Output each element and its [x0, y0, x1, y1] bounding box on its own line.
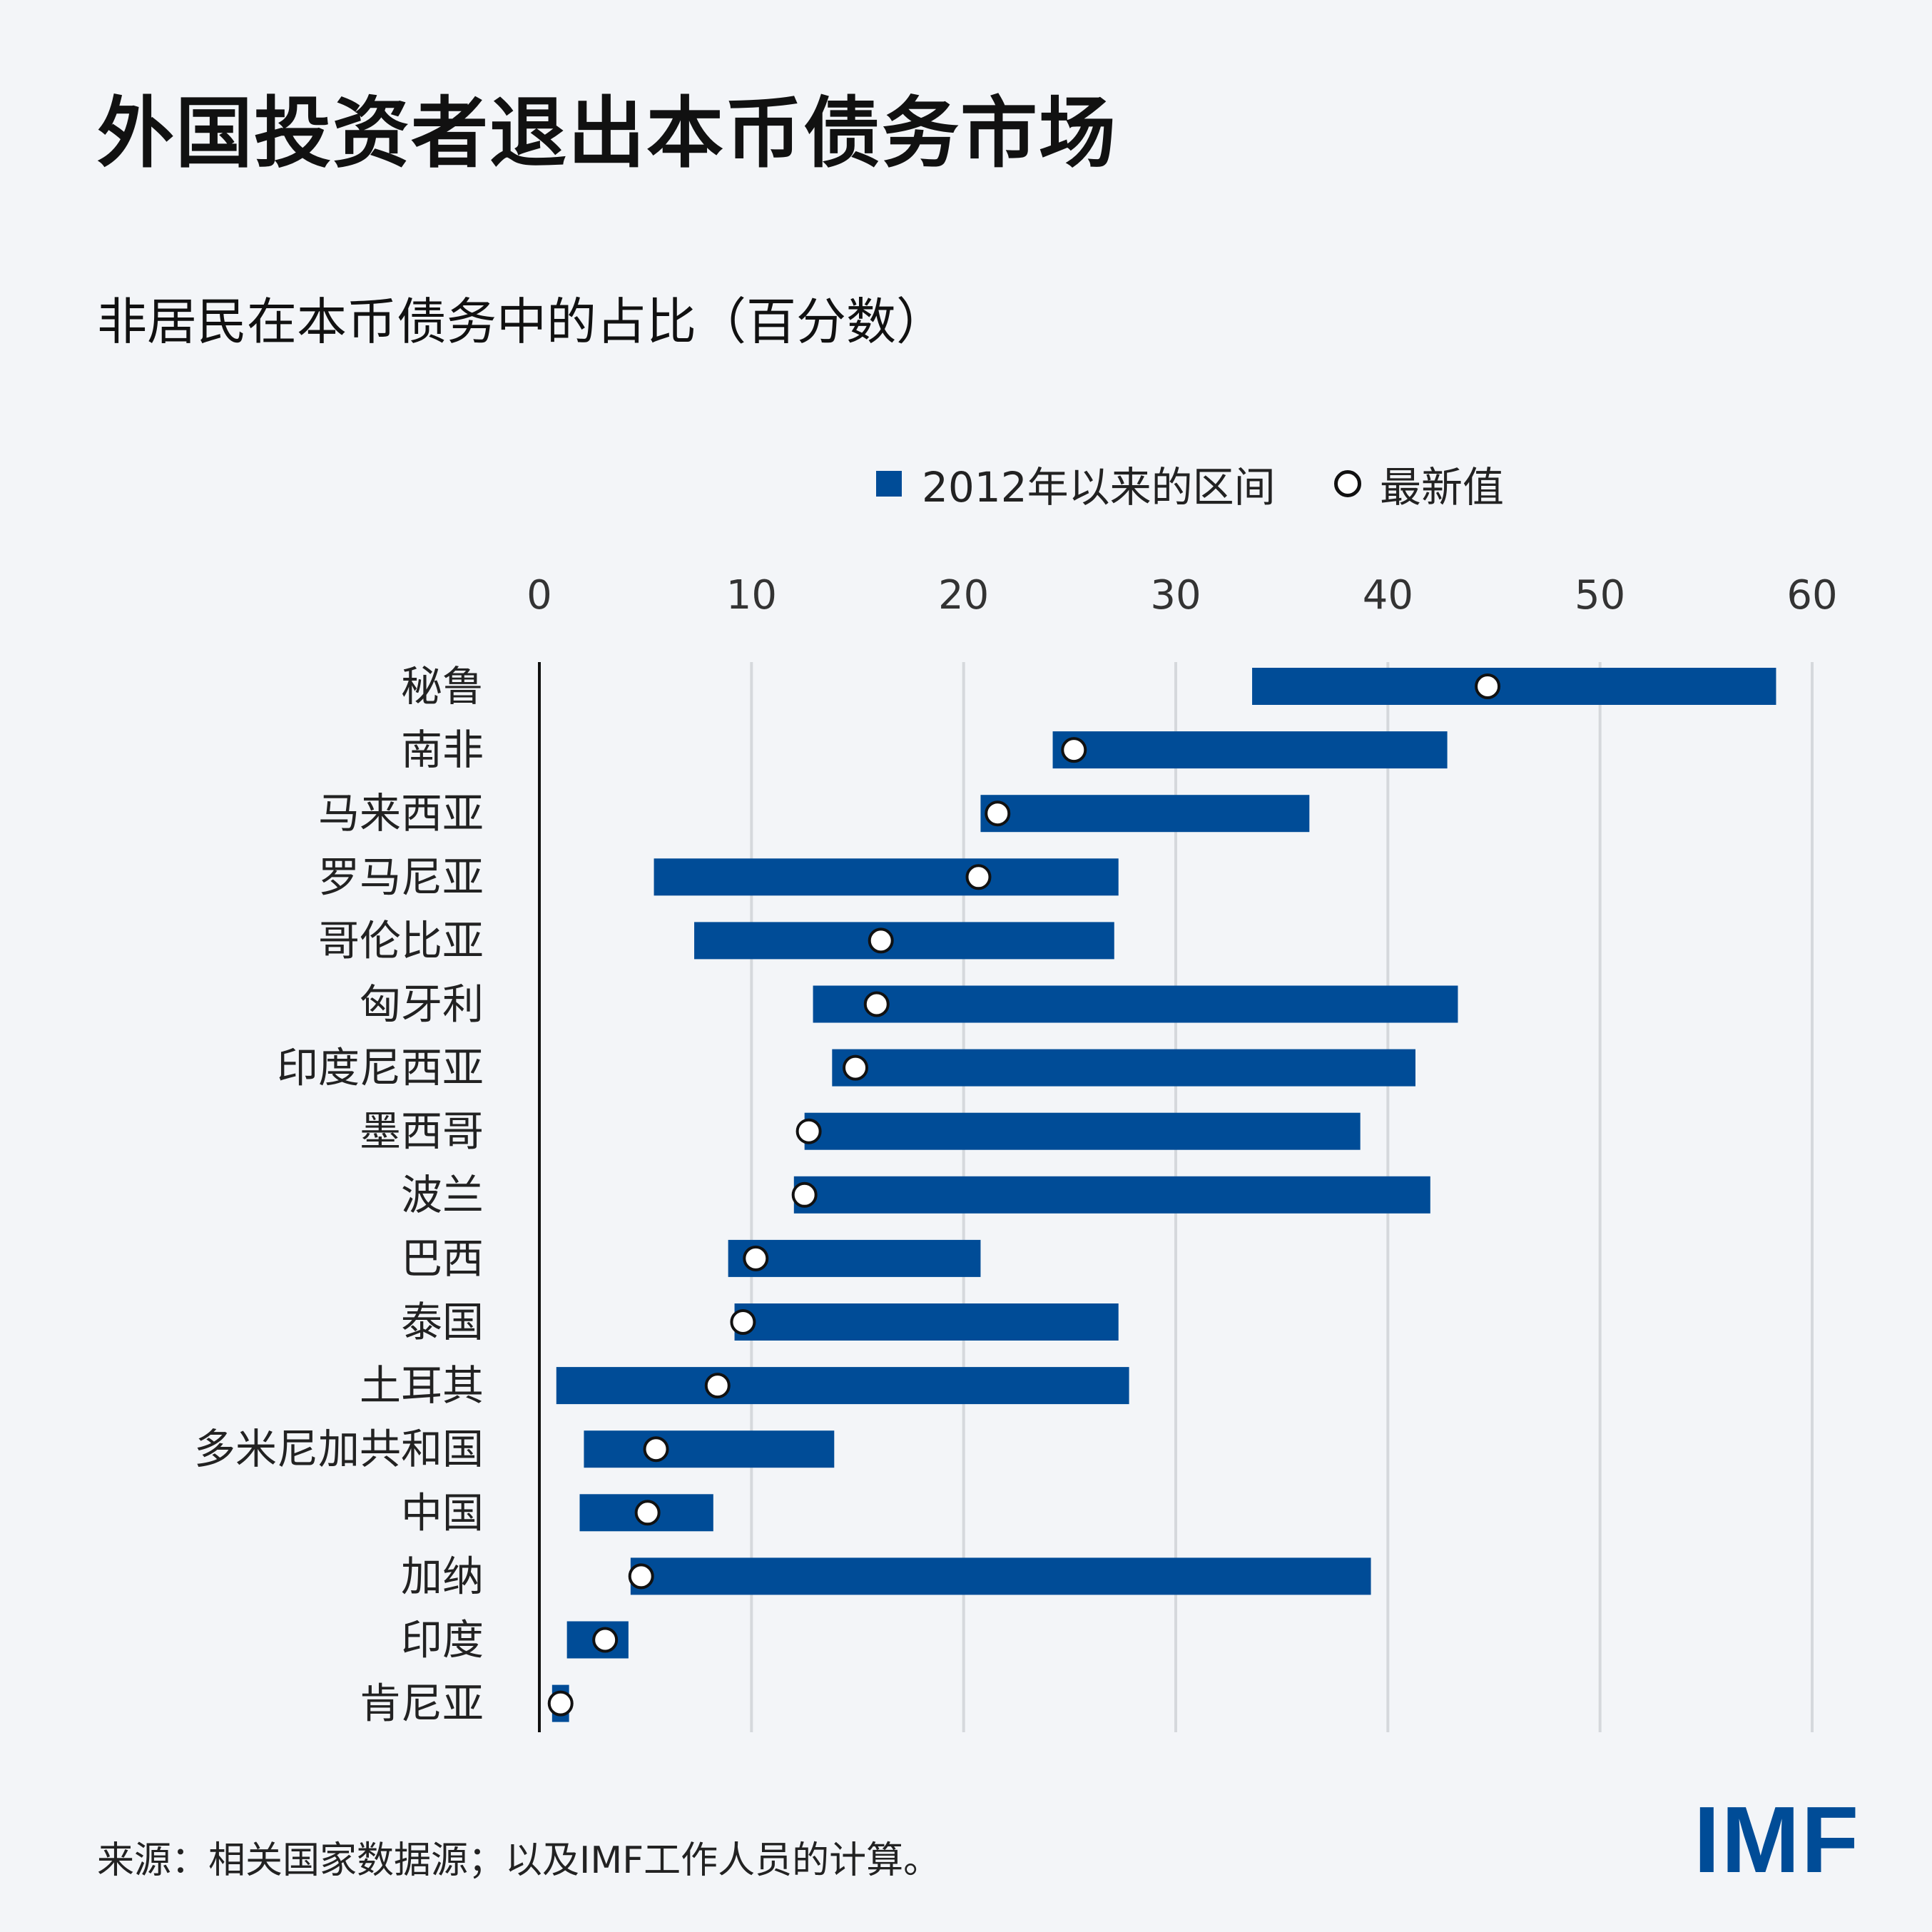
latest-value-dot — [868, 927, 894, 954]
legend-range-swatch — [876, 471, 902, 497]
x-tick-label: 40 — [1363, 572, 1413, 619]
legend-item-latest: 最新值 — [1334, 454, 1504, 514]
y-category-label: 肯尼亚 — [360, 1679, 484, 1728]
y-category-label: 印度 — [401, 1616, 484, 1664]
range-bar — [813, 985, 1458, 1023]
y-category-label: 南非 — [401, 726, 484, 774]
range-bar — [804, 1112, 1361, 1150]
x-tick-label: 50 — [1575, 572, 1625, 619]
y-category-label: 哥伦比亚 — [318, 916, 484, 965]
latest-value-dot — [791, 1181, 818, 1208]
y-category-label: 马来西亚 — [318, 789, 484, 838]
latest-value-dot — [965, 864, 992, 890]
y-category-label: 秘鲁 — [401, 662, 484, 711]
chart-title: 外国投资者退出本币债务市场 — [97, 89, 1118, 178]
range-bar — [793, 1176, 1430, 1214]
latest-value-dot — [795, 1118, 822, 1144]
legend-range-label: 2012年以来的区间 — [922, 463, 1276, 512]
latest-value-dot — [1061, 737, 1087, 763]
y-category-label: 多米尼加共和国 — [194, 1425, 484, 1473]
x-tick-label: 0 — [527, 572, 552, 619]
range-bar — [728, 1239, 981, 1277]
imf-logo: IMF — [1694, 1787, 1861, 1892]
y-category-label: 印度尼西亚 — [277, 1044, 484, 1092]
y-category-label: 匈牙利 — [360, 980, 484, 1029]
range-bar — [734, 1303, 1119, 1341]
y-category-label: 墨西哥 — [360, 1107, 484, 1156]
latest-value-dot — [643, 1436, 669, 1463]
y-category-label: 土耳其 — [360, 1361, 484, 1410]
latest-value-dot — [704, 1373, 731, 1399]
latest-value-dot — [547, 1690, 574, 1717]
x-tick-label: 30 — [1150, 572, 1201, 619]
range-bar — [556, 1367, 1129, 1405]
range-bar — [584, 1430, 835, 1468]
latest-value-dot — [985, 800, 1011, 827]
y-category-label: 加纳 — [401, 1552, 484, 1600]
y-category-label: 罗马尼亚 — [318, 853, 484, 901]
latest-value-dot — [730, 1309, 756, 1335]
range-bar — [630, 1557, 1371, 1595]
latest-value-dot — [592, 1627, 619, 1653]
range-bar — [980, 795, 1310, 833]
latest-value-dot — [743, 1245, 769, 1271]
legend-latest-swatch — [1334, 470, 1361, 497]
range-bar — [1252, 668, 1776, 705]
x-tick-label: 60 — [1786, 572, 1837, 619]
y-category-label: 泰国 — [401, 1298, 484, 1346]
x-tick-label: 10 — [726, 572, 777, 619]
legend-item-range: 2012年以来的区间 — [876, 454, 1276, 514]
range-bar — [654, 858, 1119, 896]
latest-value-dot — [634, 1500, 661, 1526]
range-bar — [694, 922, 1114, 960]
latest-value-dot — [628, 1563, 654, 1590]
x-tick-label: 20 — [938, 572, 989, 619]
range-bar — [1052, 731, 1448, 769]
latest-value-dot — [1475, 673, 1501, 699]
range-bar — [832, 1049, 1415, 1087]
y-category-label: 巴西 — [401, 1234, 484, 1283]
chart-subtitle: 非居民在本币债务中的占比（百分数） — [97, 293, 946, 351]
source-note: 来源：相关国家数据源；以及IMF工作人员的计算。 — [97, 1839, 941, 1882]
latest-value-dot — [843, 1054, 869, 1081]
legend-latest-label: 最新值 — [1380, 463, 1505, 512]
y-category-label: 中国 — [401, 1488, 484, 1537]
latest-value-dot — [863, 991, 890, 1017]
y-category-label: 波兰 — [401, 1171, 484, 1219]
